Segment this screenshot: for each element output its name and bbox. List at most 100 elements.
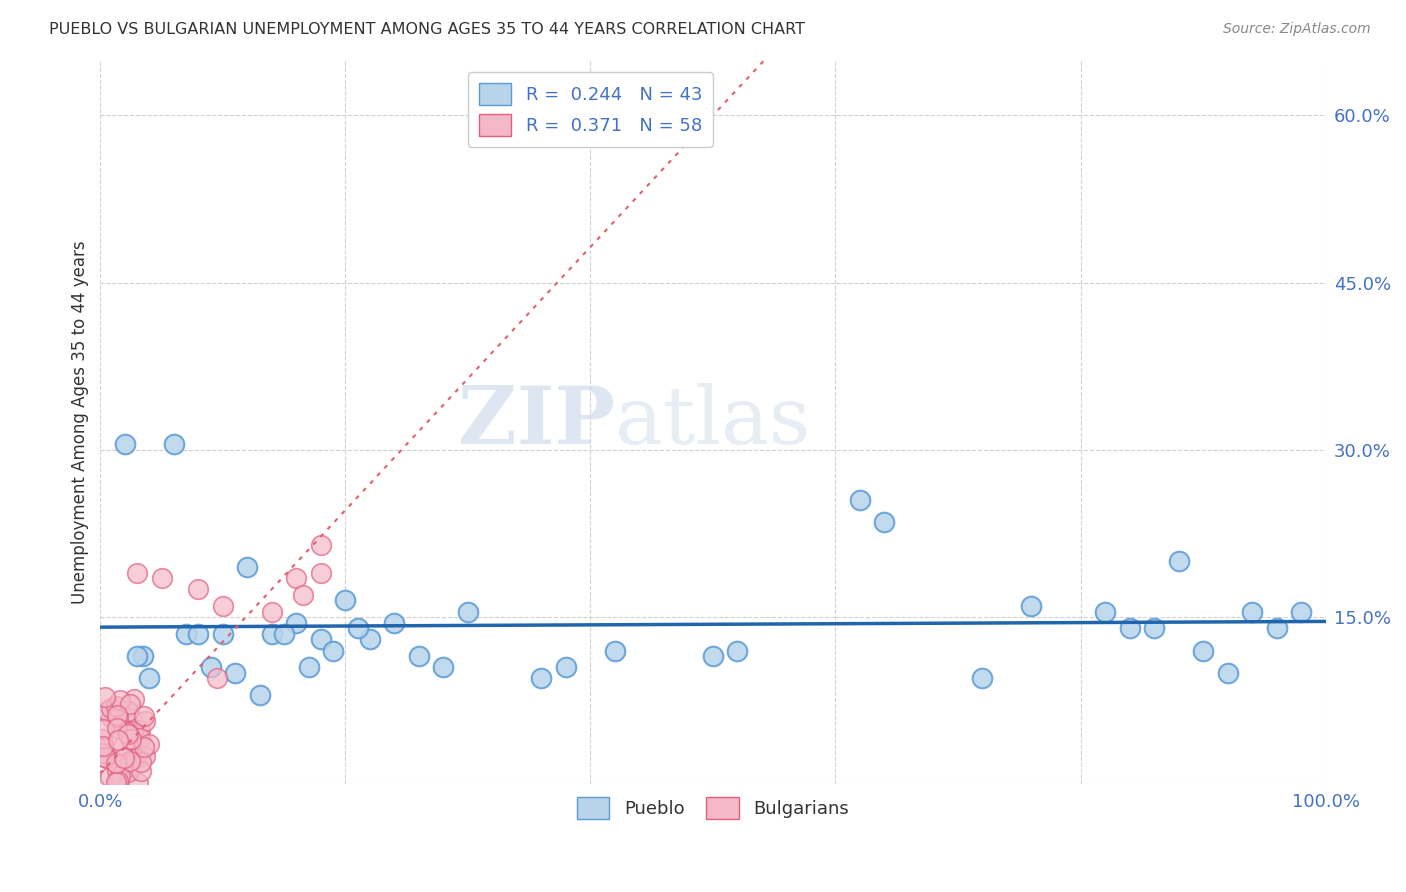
Point [132, 740, 155, 755]
Point [224, 665, 246, 680]
Point [260, 627, 283, 641]
Point [200, 660, 222, 674]
Point [1192, 643, 1215, 657]
Point [112, 751, 135, 765]
Point [120, 697, 142, 711]
Point [236, 560, 259, 574]
Point [1240, 605, 1263, 619]
Point [205, 672, 228, 686]
Point [132, 649, 155, 664]
Point [432, 660, 454, 674]
Point [105, 708, 128, 723]
Point [107, 773, 129, 788]
Point [108, 693, 131, 707]
Point [96, 704, 118, 718]
Point [93, 722, 115, 736]
Point [322, 643, 344, 657]
Point [260, 605, 283, 619]
Point [174, 627, 197, 641]
Point [212, 599, 235, 613]
Point [309, 632, 332, 647]
Point [1216, 665, 1239, 680]
Point [129, 731, 152, 745]
Point [187, 582, 209, 597]
Point [212, 627, 235, 641]
Point [384, 615, 406, 630]
Point [972, 672, 994, 686]
Point [108, 717, 131, 731]
Point [90, 731, 112, 746]
Text: atlas: atlas [614, 383, 810, 461]
Point [107, 733, 129, 747]
Point [129, 764, 152, 778]
Point [120, 731, 142, 746]
Point [125, 751, 148, 765]
Point [346, 621, 368, 635]
Point [110, 769, 132, 783]
Point [530, 672, 553, 686]
Point [408, 649, 430, 664]
Point [727, 643, 749, 657]
Point [114, 437, 136, 451]
Point [124, 692, 146, 706]
Point [132, 709, 155, 723]
Point [105, 763, 128, 777]
Text: ZIP: ZIP [458, 383, 614, 461]
Point [298, 660, 321, 674]
Point [100, 701, 122, 715]
Point [98, 770, 121, 784]
Point [100, 709, 122, 723]
Point [129, 755, 152, 769]
Point [134, 714, 156, 728]
Point [104, 775, 127, 789]
Point [117, 764, 139, 779]
Point [117, 727, 139, 741]
Point [309, 566, 332, 580]
Point [114, 757, 136, 772]
Legend: Pueblo, Bulgarians: Pueblo, Bulgarians [569, 789, 856, 826]
Point [1289, 605, 1312, 619]
Point [93, 739, 115, 753]
Point [457, 605, 479, 619]
Point [702, 649, 724, 664]
Point [603, 643, 626, 657]
Point [117, 704, 139, 718]
Point [105, 756, 128, 770]
Point [285, 571, 308, 585]
Point [121, 723, 143, 738]
Point [1094, 605, 1116, 619]
Point [150, 571, 173, 585]
Point [105, 721, 128, 735]
Text: PUEBLO VS BULGARIAN UNEMPLOYMENT AMONG AGES 35 TO 44 YEARS CORRELATION CHART: PUEBLO VS BULGARIAN UNEMPLOYMENT AMONG A… [49, 22, 806, 37]
Point [107, 710, 129, 724]
Point [1265, 621, 1288, 635]
Text: Source: ZipAtlas.com: Source: ZipAtlas.com [1223, 22, 1371, 37]
Point [93, 746, 115, 760]
Point [1021, 599, 1043, 613]
Point [359, 632, 381, 647]
Point [1143, 621, 1166, 635]
Point [93, 690, 115, 705]
Point [127, 649, 149, 664]
Y-axis label: Unemployment Among Ages 35 to 44 years: Unemployment Among Ages 35 to 44 years [72, 240, 89, 604]
Point [129, 723, 152, 737]
Point [273, 627, 295, 641]
Point [849, 493, 872, 508]
Point [138, 672, 160, 686]
Point [291, 588, 314, 602]
Point [94, 750, 117, 764]
Point [94, 750, 117, 764]
Point [1118, 621, 1140, 635]
Point [120, 754, 142, 768]
Point [127, 775, 149, 789]
Point [249, 688, 271, 702]
Point [134, 748, 156, 763]
Point [285, 615, 308, 630]
Point [335, 593, 357, 607]
Point [309, 538, 332, 552]
Point [873, 516, 896, 530]
Point [127, 566, 149, 580]
Point [115, 724, 138, 739]
Point [121, 711, 143, 725]
Point [555, 660, 578, 674]
